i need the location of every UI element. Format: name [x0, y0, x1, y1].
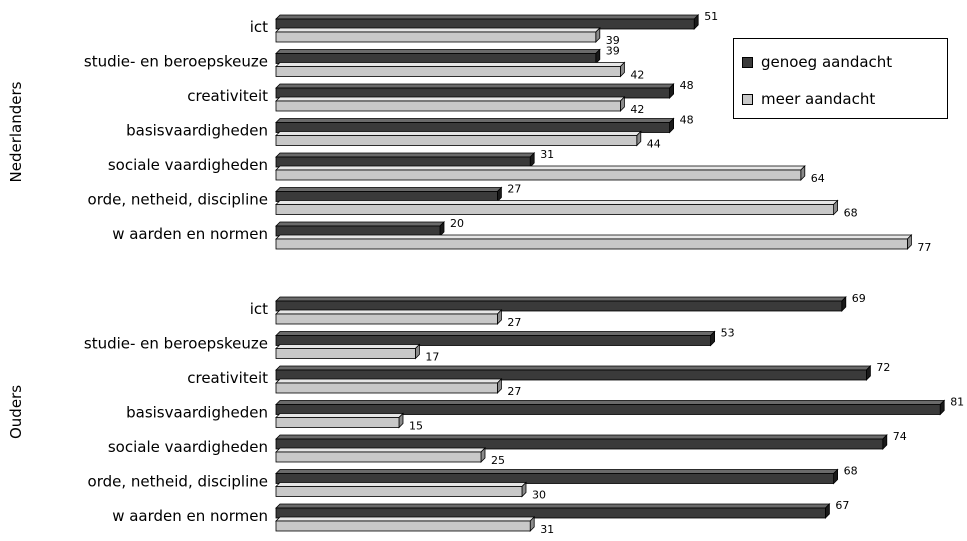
bars-layer [275, 14, 946, 532]
value-label-ouders-1-genoeg: 53 [721, 327, 735, 340]
value-label-nederlanders-6-meer: 77 [917, 241, 931, 254]
value-label-nederlanders-1-genoeg: 39 [606, 45, 620, 58]
group-label-nederlanders: Nederlanders [7, 81, 25, 182]
bar-ouders-3-meer [275, 412, 404, 429]
group-label-ouders: Ouders [7, 385, 25, 439]
bar-nederlanders-3-meer [275, 130, 642, 147]
category-label-ouders-1: studie- en beroepskeuze [84, 335, 268, 353]
bar-ouders-0-genoeg [275, 296, 847, 312]
value-label-ouders-2-meer: 27 [507, 385, 521, 398]
value-label-nederlanders-3-meer: 44 [647, 138, 661, 151]
value-label-ouders-3-meer: 15 [409, 420, 423, 433]
value-label-nederlanders-4-genoeg: 31 [540, 148, 554, 161]
bar-ouders-5-genoeg [275, 468, 839, 485]
value-label-nederlanders-6-genoeg: 20 [450, 217, 464, 230]
legend-item-genoeg: genoeg aandacht [742, 52, 892, 72]
bar-nederlanders-5-meer [275, 199, 839, 216]
category-label-ouders-5: orde, netheid, discipline [88, 473, 268, 491]
value-label-nederlanders-3-genoeg: 48 [680, 114, 694, 127]
value-label-ouders-6-genoeg: 67 [835, 499, 849, 512]
value-label-nederlanders-4-meer: 64 [811, 172, 825, 185]
bar-nederlanders-6-genoeg [275, 221, 445, 237]
category-label-nederlanders-3: basisvaardigheden [126, 122, 268, 140]
bar-ouders-2-meer [275, 378, 503, 394]
value-label-ouders-2-genoeg: 72 [876, 361, 890, 374]
category-label-ouders-0: ict [250, 300, 268, 318]
value-label-nederlanders-0-meer: 39 [606, 34, 620, 47]
category-label-ouders-4: sociale vaardigheden [108, 438, 268, 456]
legend-item-meer: meer aandacht [742, 89, 875, 109]
bar-ouders-5-meer [275, 481, 527, 498]
bar-nederlanders-3-genoeg [275, 117, 675, 134]
bar-ouders-1-genoeg [275, 330, 716, 347]
value-label-nederlanders-2-meer: 42 [630, 103, 644, 116]
bar-ouders-0-meer [275, 309, 503, 325]
legend: genoeg aandacht meer aandacht [733, 38, 948, 119]
value-label-nederlanders-5-meer: 68 [844, 207, 858, 220]
value-label-ouders-6-meer: 31 [540, 523, 554, 536]
bar-nederlanders-4-meer [275, 165, 806, 181]
bar-ouders-6-genoeg [275, 503, 831, 519]
bar-ouders-3-genoeg [275, 399, 946, 416]
category-label-ouders-2: creativiteit [187, 369, 268, 387]
bar-nederlanders-2-meer [275, 96, 626, 112]
category-label-nederlanders-5: orde, netheid, discipline [88, 191, 268, 209]
value-label-ouders-3-genoeg: 81 [950, 396, 964, 409]
bar-nederlanders-5-genoeg [275, 186, 503, 203]
value-label-ouders-0-genoeg: 69 [852, 292, 866, 305]
value-label-ouders-0-meer: 27 [507, 316, 521, 329]
value-label-nederlanders-1-meer: 42 [630, 69, 644, 82]
bar-ouders-1-meer [275, 343, 421, 360]
bar-nederlanders-0-meer [275, 27, 601, 43]
value-label-nederlanders-0-genoeg: 51 [704, 10, 718, 23]
value-label-ouders-4-meer: 25 [491, 454, 505, 467]
legend-swatch-meer [742, 93, 753, 105]
bar-ouders-6-meer [275, 516, 536, 532]
bar-ouders-4-meer [275, 447, 486, 463]
bar-ouders-4-genoeg [275, 434, 888, 450]
bar-nederlanders-1-meer [275, 61, 626, 78]
value-label-ouders-5-meer: 30 [532, 489, 546, 502]
category-label-nederlanders-6: w aarden en normen [112, 225, 268, 243]
legend-label-meer: meer aandacht [761, 90, 876, 108]
value-label-ouders-5-genoeg: 68 [844, 465, 858, 478]
category-label-nederlanders-4: sociale vaardigheden [108, 156, 268, 174]
category-label-ouders-6: w aarden en normen [112, 507, 268, 525]
bar-nederlanders-1-genoeg [275, 48, 601, 65]
labels-layer: ict 51 39 studie- en beroepskeuze 39 42 creati… [84, 10, 964, 536]
value-label-ouders-1-meer: 17 [425, 351, 439, 364]
value-label-nederlanders-2-genoeg: 48 [680, 79, 694, 92]
value-label-nederlanders-5-genoeg: 27 [507, 183, 521, 196]
category-label-ouders-3: basisvaardigheden [126, 404, 268, 422]
bar-nederlanders-2-genoeg [275, 83, 675, 99]
legend-swatch-genoeg [742, 56, 753, 68]
value-label-ouders-4-genoeg: 74 [893, 430, 907, 443]
category-label-nederlanders-2: creativiteit [187, 87, 268, 105]
bar-ouders-2-genoeg [275, 365, 872, 381]
bar-nederlanders-4-genoeg [275, 152, 536, 168]
bar-nederlanders-0-genoeg [275, 14, 700, 30]
bar-nederlanders-6-meer [275, 234, 913, 250]
legend-label-genoeg: genoeg aandacht [761, 53, 893, 71]
category-label-nederlanders-0: ict [250, 18, 268, 36]
category-label-nederlanders-1: studie- en beroepskeuze [84, 53, 268, 71]
